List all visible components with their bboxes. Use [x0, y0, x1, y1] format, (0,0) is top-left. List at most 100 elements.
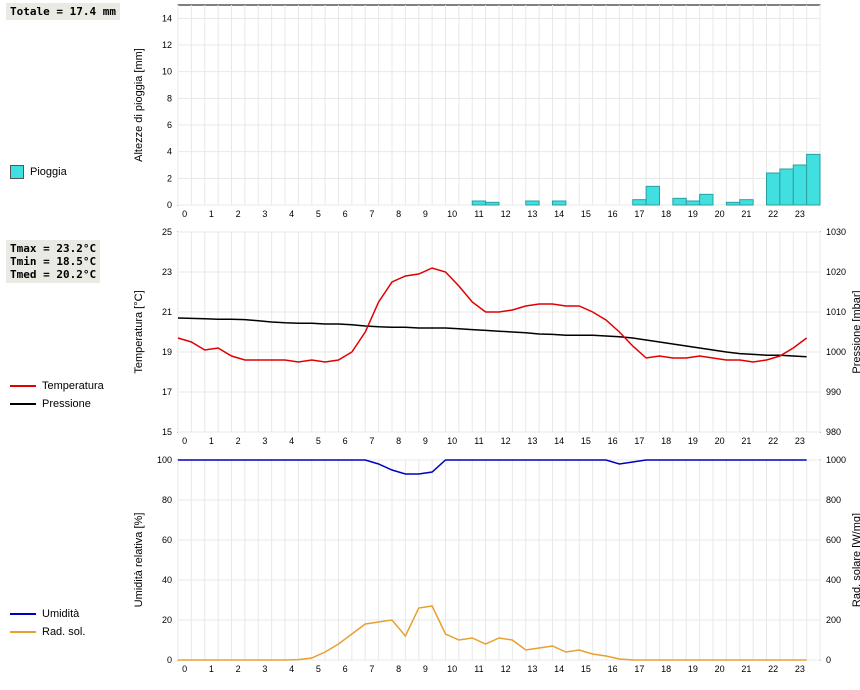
svg-text:17: 17 [162, 387, 172, 397]
rain-bar [793, 165, 806, 205]
svg-text:3: 3 [262, 664, 267, 674]
svg-text:9: 9 [423, 664, 428, 674]
svg-text:22: 22 [768, 436, 778, 446]
svg-text:6: 6 [343, 209, 348, 219]
rain-bar [726, 202, 739, 205]
svg-text:7: 7 [369, 209, 374, 219]
svg-text:800: 800 [826, 495, 841, 505]
legend-label: Pioggia [30, 166, 67, 178]
legend-label: Umidità [42, 608, 79, 620]
svg-text:0: 0 [182, 209, 187, 219]
svg-text:1: 1 [209, 436, 214, 446]
svg-text:60: 60 [162, 535, 172, 545]
svg-text:10: 10 [447, 209, 457, 219]
svg-text:22: 22 [768, 209, 778, 219]
svg-text:13: 13 [527, 436, 537, 446]
svg-text:7: 7 [369, 436, 374, 446]
legend-label: Temperatura [42, 380, 104, 392]
svg-text:13: 13 [527, 664, 537, 674]
legend-label: Rad. sol. [42, 626, 85, 638]
svg-text:10: 10 [447, 436, 457, 446]
svg-text:25: 25 [162, 227, 172, 237]
legend-line-icon [10, 631, 36, 633]
svg-text:6: 6 [343, 664, 348, 674]
svg-text:4: 4 [289, 209, 294, 219]
svg-text:21: 21 [741, 664, 751, 674]
legend-item: Pressione [10, 398, 91, 410]
svg-text:3: 3 [262, 436, 267, 446]
svg-text:18: 18 [661, 209, 671, 219]
svg-text:8: 8 [167, 93, 172, 103]
svg-text:5: 5 [316, 436, 321, 446]
svg-text:16: 16 [608, 436, 618, 446]
svg-text:20: 20 [715, 436, 725, 446]
svg-text:23: 23 [162, 267, 172, 277]
svg-text:980: 980 [826, 427, 841, 437]
chart-plot: 0204060801000200400600800100001234567891… [178, 460, 820, 660]
svg-text:10: 10 [447, 664, 457, 674]
svg-text:1000: 1000 [826, 455, 846, 465]
svg-text:11: 11 [474, 209, 483, 219]
svg-text:8: 8 [396, 436, 401, 446]
svg-text:18: 18 [661, 436, 671, 446]
svg-text:1: 1 [209, 209, 214, 219]
info-box: Totale = 17.4 mm [6, 3, 120, 20]
svg-text:Temperatura [°C]: Temperatura [°C] [133, 290, 145, 373]
svg-text:0: 0 [182, 664, 187, 674]
svg-text:14: 14 [554, 664, 564, 674]
svg-text:4: 4 [289, 436, 294, 446]
svg-text:40: 40 [162, 575, 172, 585]
svg-text:19: 19 [688, 436, 698, 446]
svg-text:1010: 1010 [826, 307, 846, 317]
chart-plot: 1517192123259809901000101010201030012345… [178, 232, 820, 432]
svg-text:14: 14 [554, 209, 564, 219]
svg-text:23: 23 [795, 209, 805, 219]
svg-text:0: 0 [182, 436, 187, 446]
svg-text:9: 9 [423, 436, 428, 446]
rain-bar [472, 201, 485, 205]
svg-text:19: 19 [688, 209, 698, 219]
svg-text:3: 3 [262, 209, 267, 219]
svg-text:17: 17 [634, 664, 644, 674]
legend-swatch-icon [10, 165, 24, 179]
svg-text:23: 23 [795, 664, 805, 674]
legend-item: Rad. sol. [10, 626, 85, 638]
svg-text:Pressione [mbar]: Pressione [mbar] [851, 290, 860, 373]
chart-plot: 0246810121401234567891011121314151617181… [178, 5, 820, 205]
svg-text:6: 6 [343, 436, 348, 446]
svg-text:2: 2 [236, 664, 241, 674]
svg-text:200: 200 [826, 615, 841, 625]
svg-text:13: 13 [527, 209, 537, 219]
svg-text:17: 17 [634, 436, 644, 446]
svg-text:0: 0 [167, 200, 172, 210]
rain-bar [686, 201, 699, 205]
svg-text:1030: 1030 [826, 227, 846, 237]
rain-bar [646, 186, 659, 205]
svg-text:15: 15 [581, 436, 591, 446]
svg-text:11: 11 [474, 664, 483, 674]
legend-line-icon [10, 613, 36, 615]
svg-text:6: 6 [167, 120, 172, 130]
svg-text:16: 16 [608, 664, 618, 674]
rain-bar [486, 202, 499, 205]
svg-text:80: 80 [162, 495, 172, 505]
svg-text:600: 600 [826, 535, 841, 545]
svg-text:Umidità relativa [%]: Umidità relativa [%] [133, 513, 145, 608]
svg-text:5: 5 [316, 664, 321, 674]
svg-text:100: 100 [157, 455, 172, 465]
info-box: Tmax = 23.2°CTmin = 18.5°CTmed = 20.2°C [6, 240, 100, 283]
svg-text:15: 15 [581, 664, 591, 674]
rain-bar [700, 194, 713, 205]
svg-text:4: 4 [289, 664, 294, 674]
rain-bar [553, 201, 566, 205]
rain-bar [633, 200, 646, 205]
svg-text:1000: 1000 [826, 347, 846, 357]
legend-item: Umidità [10, 608, 79, 620]
legend-line-icon [10, 385, 36, 387]
svg-text:1: 1 [209, 664, 214, 674]
svg-text:21: 21 [741, 209, 751, 219]
svg-text:19: 19 [162, 347, 172, 357]
rain-bar [526, 201, 539, 205]
svg-text:8: 8 [396, 664, 401, 674]
svg-text:12: 12 [162, 40, 172, 50]
